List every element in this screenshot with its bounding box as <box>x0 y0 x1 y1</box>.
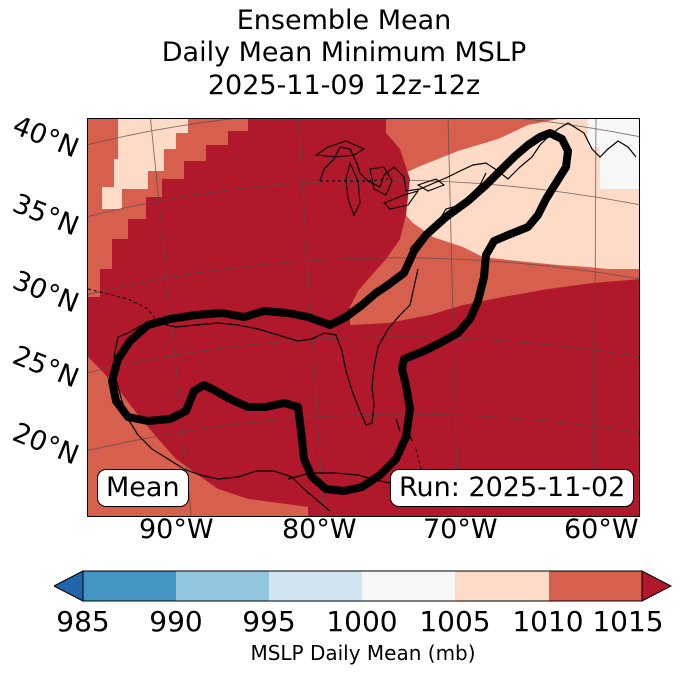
mslp-contour <box>108 129 572 495</box>
colorbar-tick-1010: 1010 <box>512 605 584 638</box>
coastline-mexico <box>113 336 331 512</box>
lake-huron <box>369 166 393 196</box>
lake-erie <box>383 190 420 210</box>
colorbar-segment-985-990 <box>83 571 176 601</box>
lat-label-35: 35°N <box>8 188 83 243</box>
lat-label-30: 30°N <box>8 265 83 320</box>
colorbar-tick-1005: 1005 <box>419 605 491 638</box>
colorbar <box>54 570 672 602</box>
meridian-60w <box>593 119 597 516</box>
colorbar-segment-1000-1005 <box>362 571 455 601</box>
lat-label-40: 40°N <box>8 110 83 165</box>
colorbar-tick-990: 990 <box>149 605 203 638</box>
colorbar-tick-995: 995 <box>242 605 296 638</box>
colorbar-segment-1010-1015 <box>549 571 642 601</box>
ensemble-mean-box: Mean <box>97 469 189 507</box>
meridian-70w <box>447 119 459 516</box>
coastline-gulf <box>117 268 419 426</box>
title-line-1: Ensemble Mean <box>236 5 452 36</box>
mslp-map <box>88 119 639 516</box>
lon-label-70w: 70°W <box>423 514 498 545</box>
parallel-40n <box>88 119 639 146</box>
lon-label-60w: 60°W <box>564 514 639 545</box>
parallel-20n <box>88 413 639 452</box>
map-panel: Mean Run: 2025-11-02 <box>87 118 640 517</box>
field-ne-995-1000 <box>588 119 639 189</box>
borders <box>88 178 425 482</box>
graticule <box>88 119 639 516</box>
colorbar-tick-985: 985 <box>56 605 110 638</box>
colorbar-extend-high <box>641 570 672 602</box>
lat-label-25: 25°N <box>8 340 83 395</box>
border-us-canada <box>320 178 389 182</box>
colorbar-segment-1005-1010 <box>455 571 549 601</box>
field-1010-1015 <box>88 119 639 516</box>
parallel-35n <box>88 179 639 217</box>
coastline-northeast <box>319 122 637 192</box>
colorbar-label: MSLP Daily Mean (mb) <box>250 641 476 665</box>
parallel-30n <box>88 257 639 296</box>
colorbar-tick-1015: 1015 <box>592 605 664 638</box>
colorbar-extend-low <box>54 570 84 602</box>
parallel-25n <box>88 336 639 374</box>
lon-label-90w: 90°W <box>139 514 214 545</box>
colorbar-outline <box>82 570 643 602</box>
run-date-box: Run: 2025-11-02 <box>390 469 635 507</box>
title-line-3: 2025-11-09 12z-12z <box>207 70 481 101</box>
border-us-mexico <box>88 288 159 324</box>
lon-label-80w: 80°W <box>282 514 357 545</box>
colorbar-tick-1000: 1000 <box>326 605 398 638</box>
lake-superior <box>314 140 366 158</box>
title-line-2: Daily Mean Minimum MSLP <box>161 37 527 68</box>
field-nw-1000-1005 <box>102 119 188 209</box>
lake-ontario <box>416 178 446 192</box>
colorbar-segment-990-995 <box>176 571 269 601</box>
lat-label-20: 20°N <box>8 417 83 472</box>
colorbar-segment-995-1000 <box>269 571 362 601</box>
